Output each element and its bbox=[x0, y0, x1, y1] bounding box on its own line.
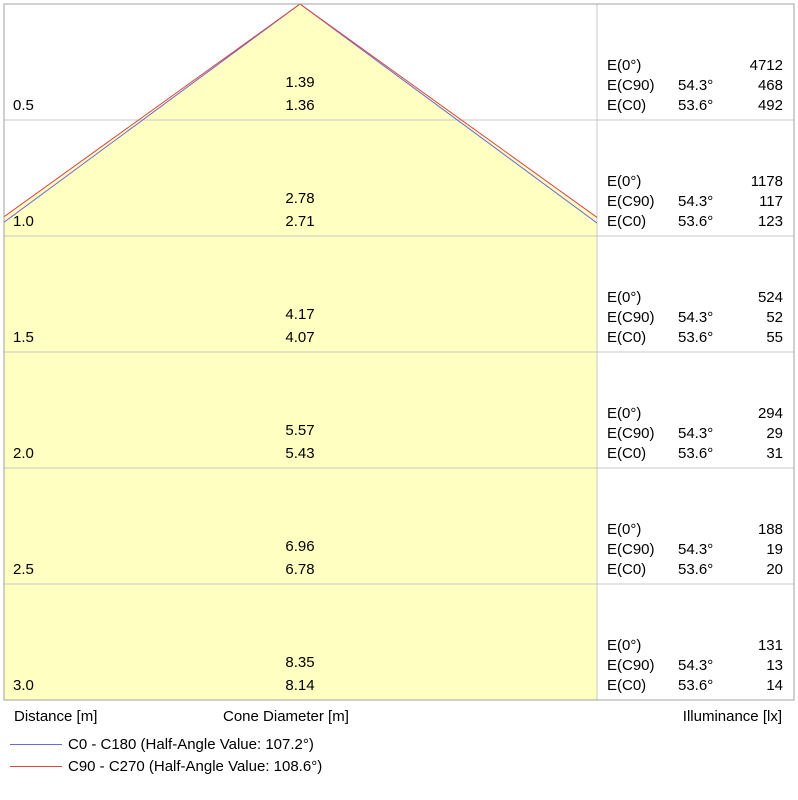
cone-diameter-c0-label: 4.07 bbox=[285, 329, 314, 346]
e0-label: E(0°) bbox=[607, 405, 641, 422]
ec90-angle: 54.3° bbox=[678, 193, 713, 210]
e0-value: 1178 bbox=[751, 173, 783, 190]
cone-diameter-c0-label: 5.43 bbox=[285, 445, 314, 462]
ec0-label: E(C0) bbox=[607, 561, 646, 578]
ec0-angle: 53.6° bbox=[678, 561, 713, 578]
e0-label: E(0°) bbox=[607, 173, 641, 190]
series-line-right-0 bbox=[299, 4, 597, 224]
e0-value: 188 bbox=[758, 521, 783, 538]
legend-line-c0 bbox=[10, 743, 62, 745]
cone-diameter-c90-label: 8.35 bbox=[285, 654, 314, 671]
cone-diameter-axis-label: Cone Diameter [m] bbox=[223, 708, 349, 725]
cone-edges bbox=[4, 4, 597, 224]
ec0-value: 492 bbox=[758, 97, 783, 114]
distance-label: 2.5 bbox=[13, 561, 34, 578]
ec90-label: E(C90) bbox=[607, 193, 655, 210]
ec90-angle: 54.3° bbox=[678, 657, 713, 674]
ec0-label: E(C0) bbox=[607, 677, 646, 694]
ec0-value: 14 bbox=[766, 677, 783, 694]
ec0-value: 123 bbox=[758, 213, 783, 230]
ec90-label: E(C90) bbox=[607, 657, 655, 674]
ec90-label: E(C90) bbox=[607, 425, 655, 442]
distance-label: 1.5 bbox=[13, 329, 34, 346]
e0-value: 131 bbox=[758, 637, 783, 654]
e0-label: E(0°) bbox=[607, 57, 641, 74]
ec0-label: E(C0) bbox=[607, 329, 646, 346]
ec0-value: 20 bbox=[766, 561, 783, 578]
legend-line-c90 bbox=[10, 765, 62, 767]
legend-label-c90: C90 - C270 (Half-Angle Value: 108.6°) bbox=[68, 757, 323, 775]
ec0-angle: 53.6° bbox=[678, 677, 713, 694]
e0-label: E(0°) bbox=[607, 521, 641, 538]
e0-value: 524 bbox=[758, 289, 783, 306]
legend-item-c90: C90 - C270 (Half-Angle Value: 108.6°) bbox=[10, 756, 322, 776]
ec90-value: 52 bbox=[766, 309, 783, 326]
ec90-value: 13 bbox=[766, 657, 783, 674]
distance-label: 0.5 bbox=[13, 97, 34, 114]
ec90-angle: 54.3° bbox=[678, 77, 713, 94]
cone-diameter-c0-label: 1.36 bbox=[285, 97, 314, 114]
cone-diameter-c90-label: 5.57 bbox=[285, 422, 314, 439]
e0-label: E(0°) bbox=[607, 289, 641, 306]
distance-label: 3.0 bbox=[13, 677, 34, 694]
plot-border bbox=[3, 3, 795, 701]
cone-diameter-c0-label: 6.78 bbox=[285, 561, 314, 578]
ec90-label: E(C90) bbox=[607, 77, 655, 94]
ec0-angle: 53.6° bbox=[678, 97, 713, 114]
distance-axis-label: Distance [m] bbox=[14, 708, 98, 725]
cone-diameter-c90-label: 4.17 bbox=[285, 306, 314, 323]
ec90-value: 19 bbox=[766, 541, 783, 558]
e0-value: 294 bbox=[758, 405, 783, 422]
e0-value: 4712 bbox=[750, 57, 783, 74]
ec90-angle: 54.3° bbox=[678, 309, 713, 326]
distance-label: 1.0 bbox=[13, 213, 34, 230]
legend-label-c0: C0 - C180 (Half-Angle Value: 107.2°) bbox=[68, 735, 314, 753]
ec0-label: E(C0) bbox=[607, 213, 646, 230]
cone-diameter-c90-label: 1.39 bbox=[285, 74, 314, 91]
ec0-angle: 53.6° bbox=[678, 329, 713, 346]
value-labels: 0.5 1.39 1.36 E(0°) 4712 E(C90) 54.3° 468 E(C0) 5… bbox=[13, 57, 783, 694]
cone-diagram: 0.5 1.39 1.36 E(0°) 4712 E(C90) 54.3° 468 E(C0) 5… bbox=[3, 3, 795, 701]
ec0-angle: 53.6° bbox=[678, 445, 713, 462]
series-line-right-1 bbox=[299, 4, 597, 219]
illuminance-axis-label: Illuminance [lx] bbox=[682, 708, 782, 725]
ec90-value: 468 bbox=[758, 77, 783, 94]
ec90-angle: 54.3° bbox=[678, 541, 713, 558]
cone-diameter-c0-label: 2.71 bbox=[285, 213, 314, 230]
distance-label: 2.0 bbox=[13, 445, 34, 462]
ec90-value: 29 bbox=[766, 425, 783, 442]
ec0-angle: 53.6° bbox=[678, 213, 713, 230]
ec0-label: E(C0) bbox=[607, 97, 646, 114]
ec90-label: E(C90) bbox=[607, 309, 655, 326]
series-line-left-0 bbox=[4, 4, 301, 223]
ec90-angle: 54.3° bbox=[678, 425, 713, 442]
grid-lines bbox=[4, 4, 794, 700]
legend-item-c0: C0 - C180 (Half-Angle Value: 107.2°) bbox=[10, 734, 314, 754]
ec0-value: 55 bbox=[766, 329, 783, 346]
cone-diameter-c90-label: 6.96 bbox=[285, 538, 314, 555]
e0-label: E(0°) bbox=[607, 637, 641, 654]
cone-diameter-c0-label: 8.14 bbox=[285, 677, 314, 694]
ec0-label: E(C0) bbox=[607, 445, 646, 462]
series-line-left-1 bbox=[4, 4, 301, 218]
ec90-label: E(C90) bbox=[607, 541, 655, 558]
ec0-value: 31 bbox=[766, 445, 783, 462]
cone-diameter-c90-label: 2.78 bbox=[285, 190, 314, 207]
ec90-value: 117 bbox=[759, 193, 783, 210]
